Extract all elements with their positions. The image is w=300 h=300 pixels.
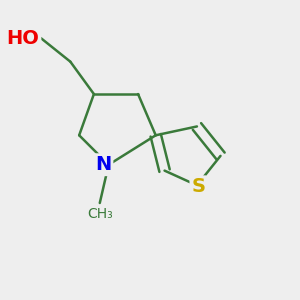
Text: CH₃: CH₃ — [87, 207, 113, 221]
Text: N: N — [95, 155, 111, 174]
Text: HO: HO — [7, 28, 39, 48]
Text: S: S — [191, 177, 206, 196]
